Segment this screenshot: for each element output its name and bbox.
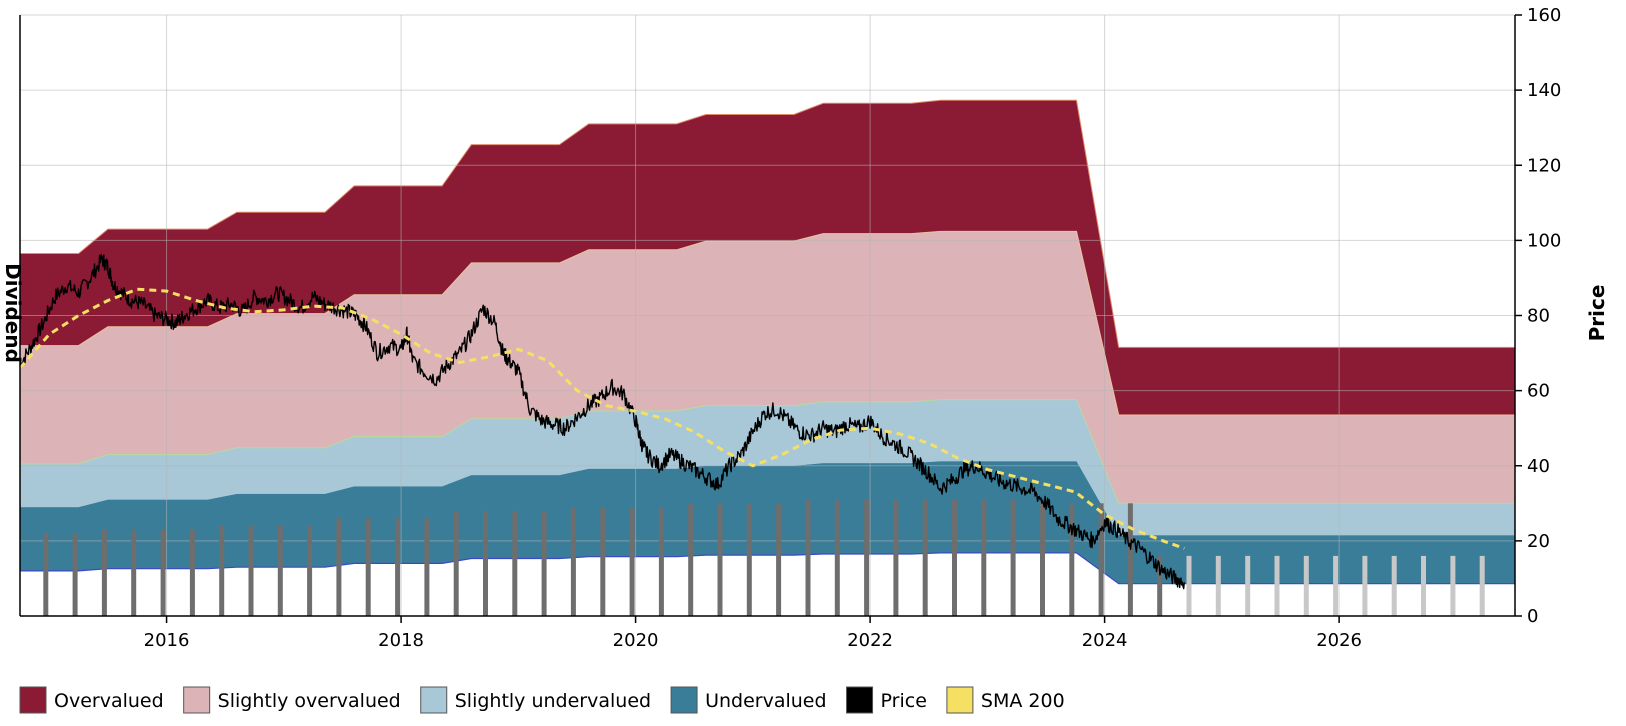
dividend-bar <box>570 507 576 616</box>
dividend-bar <box>541 510 547 616</box>
y-tick-label: 20 <box>1527 531 1550 552</box>
dividend-bar <box>248 525 254 616</box>
dividend-bar <box>277 525 283 616</box>
y-tick-label: 80 <box>1527 306 1550 327</box>
x-tick-label: 2022 <box>847 630 893 651</box>
dividend-bar <box>453 510 459 616</box>
legend-label: SMA 200 <box>981 690 1065 712</box>
dividend-bar <box>805 499 811 616</box>
valuation-bands <box>20 99 1515 585</box>
dividend-bar <box>336 518 342 616</box>
dividend-bar <box>658 507 664 616</box>
dividend-bar <box>629 507 635 616</box>
dividend-bar <box>1362 555 1368 616</box>
y-tick-label: 100 <box>1527 230 1561 251</box>
dividend-bar <box>688 503 694 616</box>
dividend-bar <box>101 529 107 616</box>
legend-label: Slightly undervalued <box>455 690 651 712</box>
dividend-bar <box>776 503 782 616</box>
legend-label: Undervalued <box>705 690 826 712</box>
dividend-bar <box>1391 555 1397 616</box>
band-edge-slover <box>20 230 1515 416</box>
y-tick-label: 160 <box>1527 5 1561 26</box>
y-tick-label: 140 <box>1527 80 1561 101</box>
gridlines <box>20 14 1515 617</box>
x-tick-label: 2024 <box>1082 630 1128 651</box>
y-tick-label: 120 <box>1527 155 1561 176</box>
legend-swatch <box>420 686 448 714</box>
band-slightly-undervalued <box>20 399 1515 536</box>
band-slightly-overvalued <box>20 231 1515 504</box>
dividend-bar <box>1127 503 1133 616</box>
dividend-bar <box>893 499 899 616</box>
dividend-bar <box>1098 503 1104 616</box>
axes: 0 20 40 60 80 100 120 140 160 2016 2018 2020 2022 202… <box>1 5 1609 651</box>
x-tick-label: 2020 <box>613 630 659 651</box>
dividend-bar <box>1479 555 1485 616</box>
legend-label: Price <box>881 690 927 712</box>
y-tick-label: 60 <box>1527 381 1550 402</box>
dividend-bar <box>1274 555 1280 616</box>
legend-label: Overvalued <box>54 690 164 712</box>
dividend-bar <box>864 499 870 616</box>
dividend-bar <box>981 499 987 616</box>
band-edge-slunder <box>20 399 1515 504</box>
legend-swatch <box>183 686 211 714</box>
y-axis-title-price: Price <box>1585 285 1609 342</box>
dividend-bar <box>1421 555 1426 616</box>
x-tick-label: 2016 <box>144 630 190 651</box>
dividend-bar <box>746 503 752 616</box>
dividend-bar <box>1215 555 1221 616</box>
legend-label: Slightly overvalued <box>218 690 401 712</box>
dividend-bar <box>483 510 488 616</box>
sma-200-line <box>18 287 1185 550</box>
dividend-bar <box>600 507 606 616</box>
dividend-bar <box>1040 503 1045 616</box>
band-overvalued <box>20 100 1515 416</box>
band-edge-over <box>20 99 1515 348</box>
dividend-bar <box>365 518 371 616</box>
dividend-bar <box>1333 555 1339 616</box>
dividend-bar <box>1245 555 1251 616</box>
price-lines <box>18 253 1185 590</box>
x-tick-label: 2026 <box>1316 630 1362 651</box>
legend-swatch <box>846 686 874 714</box>
y-axis-title-dividend: Dividend <box>1 263 25 363</box>
dividend-bar <box>1010 499 1016 616</box>
dividend-bar <box>160 529 166 616</box>
dividend-bar <box>43 533 49 616</box>
dividend-bar <box>1450 555 1456 616</box>
price-line <box>19 253 1185 590</box>
y-tick-label: 40 <box>1527 456 1550 477</box>
dividend-bar <box>922 499 928 616</box>
dividend-bar <box>1069 503 1075 616</box>
dividend-bar <box>834 499 840 616</box>
dividend-bar <box>952 499 957 616</box>
dividend-bar <box>189 529 195 616</box>
dividend-bar <box>1157 555 1163 616</box>
y-tick-label: 0 <box>1527 606 1538 627</box>
dividend-bar <box>424 518 430 616</box>
dividend-bar <box>219 525 225 616</box>
dividend-bar <box>307 525 313 616</box>
legend-swatch <box>670 686 698 714</box>
x-tick-label: 2018 <box>378 630 424 651</box>
dividend-bar <box>131 529 137 616</box>
legend: Overvalued Slightly overvalued Slightly un… <box>19 686 1065 714</box>
dividend-bar <box>1303 555 1309 616</box>
dividend-bar <box>512 510 518 616</box>
dividend-bar <box>1186 555 1192 616</box>
legend-swatch <box>946 686 974 714</box>
band-undervalued <box>20 461 1515 584</box>
dividend-bar <box>395 518 401 616</box>
dividend-bar <box>72 533 78 616</box>
dividend-bar <box>717 503 723 616</box>
legend-swatch <box>19 686 47 714</box>
dividend-bars <box>43 499 1485 616</box>
